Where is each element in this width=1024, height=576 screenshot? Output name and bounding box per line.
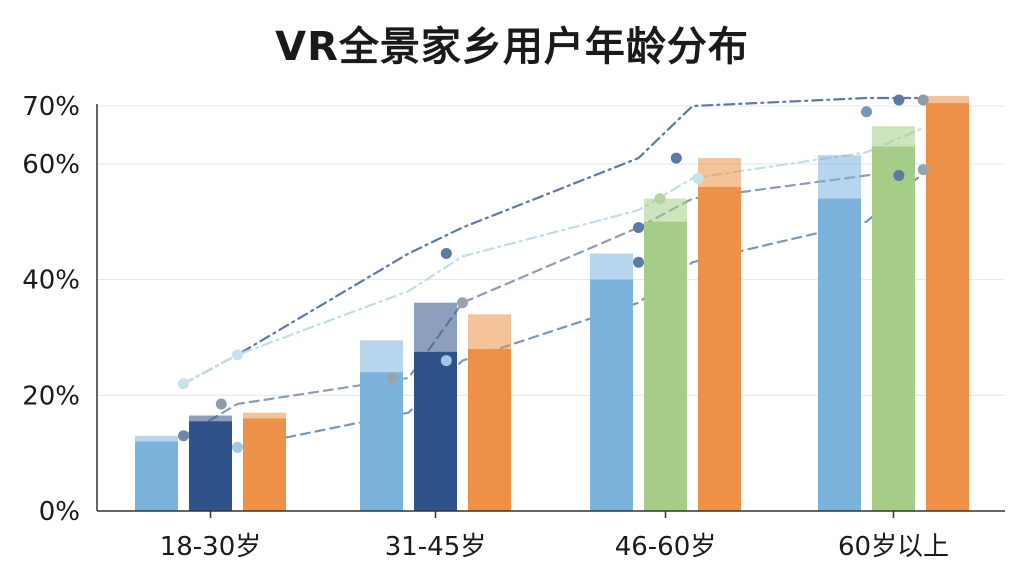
chart-title: VR全景家乡用户年龄分布 [275, 24, 749, 70]
trend-markers [178, 94, 929, 453]
trend-marker [440, 248, 452, 260]
x-tick-label: 46-60岁 [615, 532, 717, 562]
trend-marker [215, 398, 227, 410]
bar [360, 372, 403, 511]
trend-marker [917, 94, 929, 106]
x-tick-labels: 18-30岁 31-45岁 46-60岁 60岁以上 [160, 532, 949, 562]
bar [414, 351, 457, 511]
y-tick-label: 70% [22, 92, 80, 122]
trend-marker [633, 256, 644, 268]
bar [698, 187, 741, 511]
x-tick-label: 60岁以上 [838, 532, 949, 562]
bar [135, 441, 178, 511]
trend-marker [692, 172, 704, 184]
bar [189, 421, 232, 511]
trend-marker [232, 349, 243, 361]
trend-line [182, 96, 922, 385]
x-tick-label: 31-45岁 [385, 532, 487, 562]
bar [468, 349, 511, 511]
trend-marker [633, 222, 644, 233]
y-tick-label: 40% [22, 266, 80, 296]
axes [96, 104, 1005, 518]
trend-line [182, 174, 922, 449]
trend-marker [457, 297, 468, 309]
bar [872, 146, 915, 511]
trend-line [182, 168, 922, 437]
trend-line [182, 128, 922, 385]
trend-marker [178, 430, 189, 442]
bar [243, 418, 286, 511]
y-tick-label: 60% [22, 150, 80, 180]
trend-marker [893, 94, 905, 106]
trend-marker [178, 378, 189, 390]
trend-marker [917, 164, 929, 176]
y-tick-label: 0% [39, 497, 80, 527]
bar [590, 279, 633, 511]
trend-marker [654, 193, 666, 205]
trend-marker [440, 355, 452, 367]
bar [926, 103, 969, 511]
trend-marker [861, 106, 872, 118]
trend-marker [232, 441, 243, 453]
bar [644, 221, 687, 511]
y-tick-label: 20% [22, 381, 80, 411]
bar [818, 198, 861, 512]
y-tick-labels: 0% 20% 40% 60% 70% [22, 92, 80, 527]
trend-marker [893, 169, 905, 181]
trend-marker [670, 152, 682, 164]
trend-marker [386, 372, 398, 384]
x-tick-label: 18-30岁 [160, 532, 262, 562]
bars [135, 96, 969, 512]
